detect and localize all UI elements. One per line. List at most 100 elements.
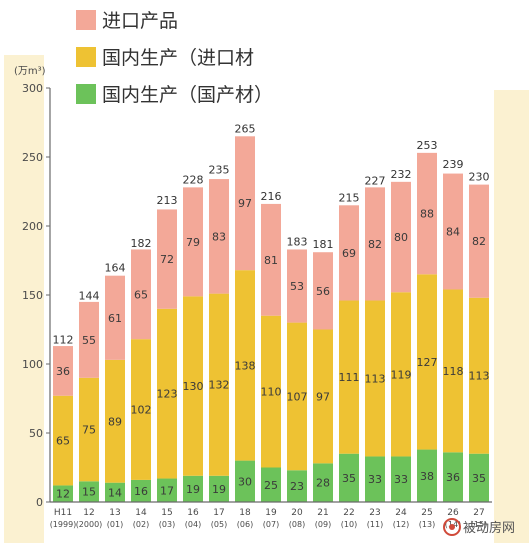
y-tick-label: 100 [22, 358, 43, 371]
x-tick-label-western: (04) [185, 520, 201, 529]
segment-value-label: 61 [108, 312, 122, 325]
legend-swatch [76, 10, 96, 30]
segment-value-label: 69 [342, 247, 356, 260]
total-value-label: 164 [105, 262, 126, 275]
segment-value-label: 119 [391, 368, 412, 381]
bar-segment [131, 479, 151, 502]
x-tick-label-year: 17 [213, 508, 224, 518]
segment-value-label: 65 [56, 435, 70, 448]
x-tick-label-western: (02) [133, 520, 149, 529]
x-tick-label-western: (07) [263, 520, 279, 529]
watermark-text: 被动房网 [463, 520, 515, 536]
x-tick-label-year: 12 [83, 508, 94, 518]
segment-value-label: 82 [368, 238, 382, 251]
segment-value-label: 97 [316, 390, 330, 403]
x-tick-label-year: 20 [291, 508, 303, 518]
segment-value-label: 15 [82, 486, 96, 499]
bar-segment [365, 300, 385, 457]
bar-segment [79, 301, 99, 378]
segment-value-label: 25 [264, 479, 278, 492]
bars: 1265361121575551441489611641610265182171… [53, 122, 490, 502]
bar-segment [443, 452, 463, 502]
bar-stack: 35 111 69 215 [339, 191, 360, 502]
segment-value-label: 12 [56, 488, 70, 501]
total-value-label: 215 [339, 191, 360, 204]
x-tick-label-western: (15) [471, 520, 487, 529]
bar-segment [339, 300, 359, 454]
segment-value-label: 14 [108, 486, 122, 499]
x-tick-label-year: 26 [447, 508, 459, 518]
bar-segment [339, 453, 359, 502]
bar-segment [313, 252, 333, 330]
bar-stack: 35 113 82 230 [469, 171, 490, 502]
bar-segment [183, 187, 203, 297]
segment-value-label: 55 [82, 334, 96, 347]
total-value-label: 227 [365, 175, 386, 188]
x-tick-label-year: 24 [395, 508, 407, 518]
bar-segment [391, 292, 411, 457]
segment-value-label: 107 [287, 390, 308, 403]
bar-segment [79, 481, 99, 502]
x-tick-label-year: 14 [135, 508, 147, 518]
x-tick-label-western: (05) [211, 520, 227, 529]
segment-value-label: 97 [238, 197, 252, 210]
total-value-label: 112 [53, 333, 74, 346]
x-tick-label-western: (1999) [50, 520, 77, 529]
total-value-label: 230 [469, 171, 490, 184]
segment-value-label: 33 [394, 473, 408, 486]
bar-segment [391, 456, 411, 502]
x-tick-label-western: (12) [393, 520, 409, 529]
x-tick-label-year: 15 [161, 508, 172, 518]
legend-label: 进口产品 [102, 10, 178, 32]
x-tick-label-year: 19 [265, 508, 277, 518]
watermark-logo-dot [449, 524, 455, 530]
y-tick-label: 200 [22, 220, 43, 233]
segment-value-label: 111 [339, 371, 360, 384]
bar-segment [365, 456, 385, 502]
bar-segment [105, 359, 125, 483]
bar-stack: 12 65 36 112 [53, 333, 74, 502]
segment-value-label: 38 [420, 470, 434, 483]
segment-value-label: 16 [134, 485, 148, 498]
total-value-label: 253 [417, 139, 438, 152]
y-tick-label: 50 [29, 427, 43, 440]
bar-stack: 23 107 53 183 [287, 235, 308, 502]
segment-value-label: 23 [290, 480, 304, 493]
total-value-label: 228 [183, 173, 204, 186]
segment-value-label: 84 [446, 226, 460, 239]
segment-value-label: 30 [238, 475, 252, 488]
bar-segment [469, 453, 489, 502]
bar-segment [209, 293, 229, 476]
segment-value-label: 81 [264, 254, 278, 267]
bar-segment [417, 152, 437, 275]
bar-segment [261, 315, 281, 468]
segment-value-label: 88 [420, 208, 434, 221]
bar-stack: 28 97 56 181 [313, 238, 334, 502]
x-tick-label-western: (03) [159, 520, 175, 529]
segment-value-label: 36 [446, 471, 460, 484]
segment-value-label: 132 [209, 379, 230, 392]
bar-stack: 15 75 55 144 [79, 289, 100, 502]
bar-segment [313, 463, 333, 502]
bar-segment [469, 184, 489, 298]
x-tick-label-year: 21 [317, 508, 328, 518]
x-tick-label-western: (2000) [76, 520, 103, 529]
total-value-label: 232 [391, 168, 412, 181]
x-tick-label-year: 13 [109, 508, 120, 518]
background-panel-left [4, 55, 44, 543]
bar-segment [235, 270, 255, 461]
total-value-label: 239 [443, 158, 464, 171]
background-panel-right [494, 90, 529, 543]
x-tick-label-year: 22 [343, 508, 354, 518]
bar-stack: 33 119 80 232 [391, 168, 412, 502]
bar-segment [105, 482, 125, 502]
segment-value-label: 83 [212, 230, 226, 243]
total-value-label: 216 [261, 190, 282, 203]
segment-value-label: 113 [365, 372, 386, 385]
bar-segment [79, 377, 99, 482]
legend-swatch [76, 47, 96, 67]
x-tick-label-western: (11) [367, 520, 383, 529]
x-tick-label-western: (08) [289, 520, 305, 529]
